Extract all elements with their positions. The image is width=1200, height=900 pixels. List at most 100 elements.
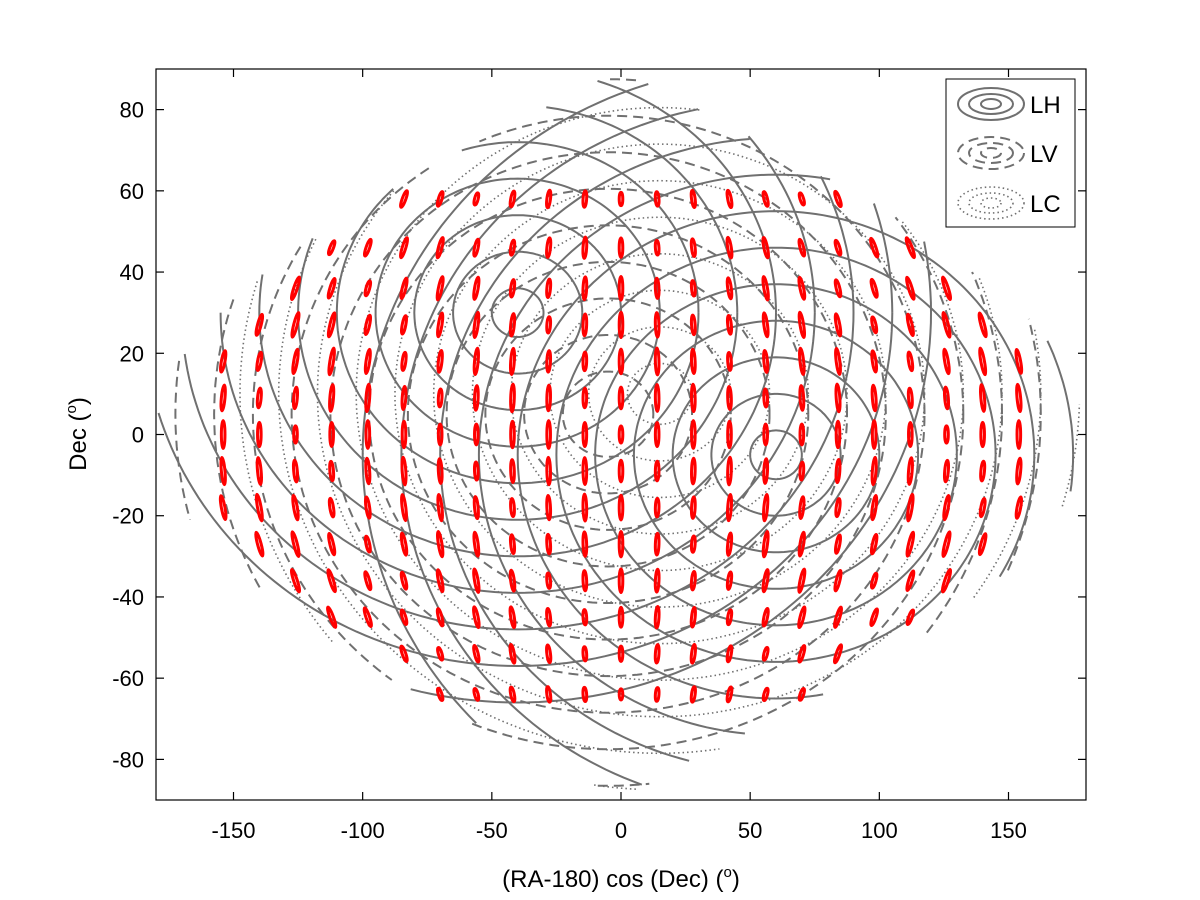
polarization-marker — [545, 493, 553, 522]
polarization-marker — [834, 419, 842, 450]
contour-solid — [157, 203, 894, 668]
polarization-marker — [797, 687, 806, 702]
polarization-marker — [435, 190, 445, 208]
polarization-marker — [977, 311, 988, 339]
polarization-marker — [1015, 382, 1023, 414]
polarization-marker — [797, 644, 807, 664]
polarization-marker — [289, 275, 302, 302]
polarization-marker — [436, 387, 444, 409]
polarization-marker — [761, 529, 770, 559]
x-tick-label: 150 — [990, 818, 1027, 843]
polarization-marker — [581, 685, 589, 703]
polarization-marker — [508, 189, 517, 209]
polarization-marker — [905, 569, 916, 592]
legend-label: LC — [1030, 191, 1061, 218]
contour-dashed — [561, 370, 655, 458]
polarization-marker — [942, 347, 951, 376]
polarization-marker — [941, 530, 952, 558]
polarization-marker — [581, 420, 589, 449]
polarization-marker — [833, 605, 843, 629]
polarization-marker — [653, 276, 661, 300]
polarization-marker — [400, 314, 408, 336]
polarization-marker — [653, 604, 661, 630]
legend-box — [945, 78, 1076, 228]
polarization-marker — [219, 455, 227, 487]
polarization-marker — [508, 685, 517, 704]
polarization-marker — [798, 422, 806, 447]
contour-dashed — [445, 260, 771, 568]
polarization-marker — [761, 645, 770, 662]
polarization-marker — [617, 458, 625, 484]
polarization-marker — [545, 349, 553, 374]
y-tick-label: -20 — [112, 504, 144, 529]
polarization-marker — [435, 530, 445, 559]
contour-solid — [749, 429, 803, 481]
polarization-markers — [218, 188, 1024, 704]
polarization-marker — [689, 188, 697, 209]
polarization-marker — [363, 313, 373, 336]
polarization-marker — [869, 277, 879, 299]
polarization-marker — [509, 382, 516, 414]
polarization-marker — [327, 532, 337, 557]
polarization-marker — [942, 493, 951, 522]
contour-solid — [183, 175, 855, 631]
polarization-marker — [797, 237, 807, 258]
polarization-marker — [581, 608, 589, 627]
polarization-marker — [761, 568, 770, 594]
contour-solid — [671, 356, 881, 554]
polarization-marker — [761, 190, 770, 208]
polarization-marker — [399, 570, 409, 591]
polarization-marker — [581, 312, 589, 338]
polarization-marker — [291, 493, 300, 522]
polarization-marker — [545, 571, 553, 590]
polarization-marker — [761, 606, 770, 628]
polarization-marker — [363, 495, 372, 520]
polarization-marker — [545, 643, 553, 665]
polarization-marker — [436, 646, 445, 662]
polarization-marker — [797, 191, 806, 207]
polarization-marker — [617, 687, 625, 702]
polarization-marker — [254, 530, 265, 558]
polarization-marker — [869, 236, 880, 259]
y-axis-label: Dec (o) — [63, 397, 92, 471]
polarization-marker — [617, 190, 625, 208]
polarization-marker — [472, 191, 481, 207]
polarization-marker — [797, 275, 807, 301]
polarization-marker — [726, 384, 733, 411]
polarization-marker — [798, 460, 806, 482]
polarization-marker — [869, 571, 879, 590]
polarization-marker — [617, 310, 625, 340]
polarization-marker — [291, 347, 300, 376]
polarization-marker — [690, 456, 697, 486]
y-tick-label: 80 — [120, 98, 144, 123]
polarization-marker — [653, 190, 661, 208]
polarization-marker — [617, 275, 625, 302]
polarization-marker — [870, 455, 878, 487]
x-tick-label: -50 — [476, 818, 508, 843]
polarization-marker — [1014, 348, 1024, 375]
contour-solid — [477, 173, 1075, 735]
y-tick-label: -60 — [112, 666, 144, 691]
polarization-marker — [833, 569, 843, 593]
polarization-marker — [327, 239, 337, 257]
polarization-marker — [508, 312, 517, 338]
polarization-marker — [942, 385, 951, 411]
polarization-marker — [617, 236, 625, 259]
polarization-marker — [977, 532, 988, 557]
polarization-marker — [364, 419, 372, 450]
polarization-marker — [362, 606, 373, 629]
polarization-marker — [472, 567, 481, 594]
polarization-marker — [832, 643, 844, 665]
polarization-marker — [978, 346, 988, 377]
polarization-marker — [617, 567, 625, 594]
polarization-marker — [509, 419, 516, 450]
polarization-marker — [581, 569, 589, 593]
polarization-marker — [399, 608, 409, 626]
contour-dashed — [213, 271, 1003, 787]
polarization-marker — [725, 644, 734, 664]
contour-dotted — [277, 238, 1042, 755]
polarization-marker — [545, 685, 553, 704]
polarization-marker — [400, 493, 408, 523]
polarization-marker — [942, 458, 951, 484]
polarization-marker — [364, 382, 372, 414]
